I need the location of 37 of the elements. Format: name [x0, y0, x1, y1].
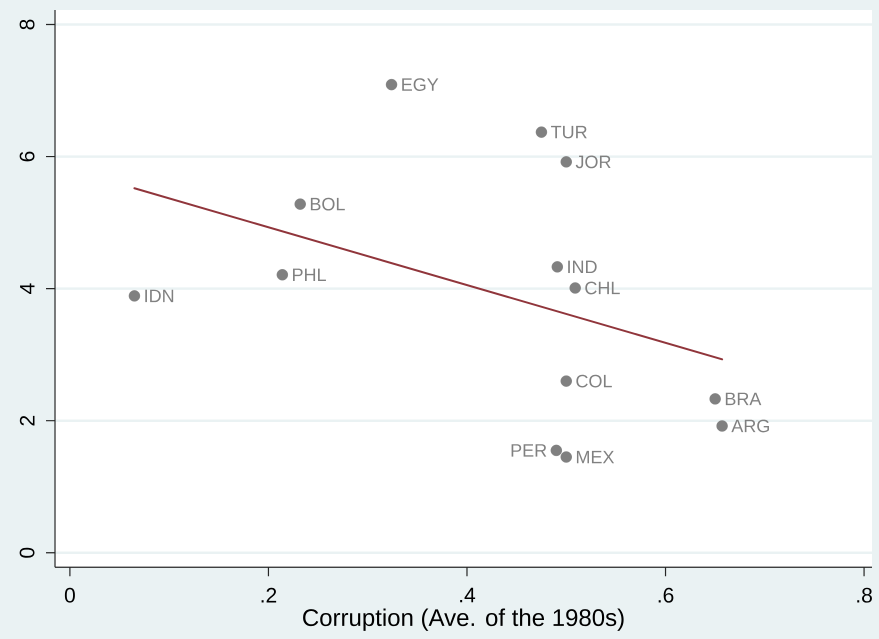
annotation: IDN: [145, 290, 174, 302]
x-tick-label: .4: [460, 588, 476, 602]
point: [569, 282, 581, 294]
annotation: PER: [512, 444, 546, 457]
y-tick-label: 8: [20, 20, 34, 30]
point: [560, 156, 572, 168]
annotation: JOR: [576, 155, 611, 168]
y-tick-label: 4: [20, 283, 34, 294]
annotation: CHL: [585, 282, 620, 294]
y-tick-label: 0: [20, 548, 34, 558]
point: [550, 444, 562, 456]
x-tick-label: .2: [262, 588, 276, 602]
point: [294, 198, 306, 210]
point: [560, 451, 572, 463]
point: [552, 261, 564, 273]
x-tick-label: .6: [658, 588, 674, 603]
point: [709, 393, 721, 405]
annotation: EGY: [402, 78, 438, 91]
point: [276, 269, 288, 280]
point: [536, 126, 548, 138]
annotation: TUR: [551, 126, 587, 138]
point: [560, 375, 572, 387]
point: [128, 290, 140, 302]
annotation: BRA: [726, 392, 762, 406]
annotation: COL: [576, 374, 612, 388]
annotation: MEX: [576, 450, 614, 464]
point: [386, 78, 398, 90]
annotation: BOL: [310, 198, 345, 210]
x-tick-label: .8: [857, 588, 872, 603]
annotation: ARG: [731, 420, 769, 432]
x-axis-title: Corruption (Ave. of the 1980s): [303, 608, 624, 631]
annotation: PHL: [293, 268, 326, 281]
y-tick-label: 6: [20, 152, 34, 162]
y-tick-label: 2: [20, 416, 34, 426]
annotation: IND: [568, 260, 597, 274]
point: [716, 420, 728, 432]
x-tick-label: 0: [64, 588, 75, 603]
